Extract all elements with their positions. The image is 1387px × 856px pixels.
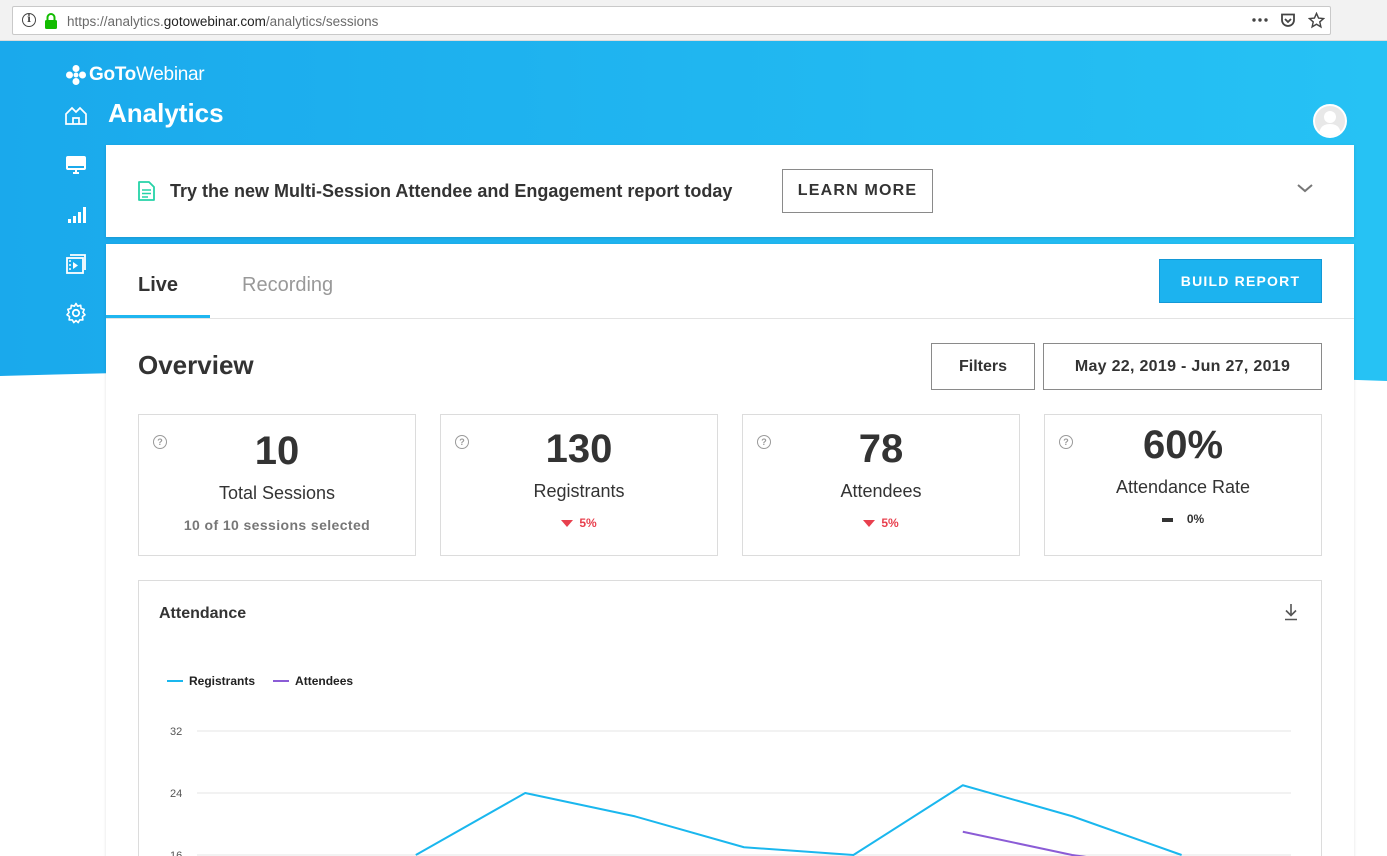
help-icon[interactable]: ? [455,435,469,449]
monitor-icon[interactable] [64,153,88,177]
logo-goto: GoTo [89,64,136,85]
address-bar[interactable]: i https://analytics.gotowebinar.com/anal… [12,6,1331,35]
stat-label: Attendance Rate [1115,477,1251,497]
stat-label: Registrants [533,481,625,501]
stat-label: Attendees [840,481,922,501]
user-avatar[interactable] [1313,104,1347,138]
gear-icon[interactable] [64,301,88,325]
promo-text: Try the new Multi-Session Attendee and E… [170,181,733,201]
tab-recording[interactable]: Recording [242,274,334,296]
stat-total-sessions: ? 10 Total Sessions 10 of 10 sessions se… [138,414,416,556]
chevron-down-icon[interactable] [1295,178,1315,198]
document-icon [138,181,155,201]
logo-flower-icon [66,65,86,85]
home-icon[interactable] [64,103,88,127]
build-report-button[interactable]: BUILD REPORT [1159,259,1322,303]
legend-swatch-registrants [167,680,183,682]
series-line-registrants[interactable] [415,784,1182,856]
gotowebinar-logo[interactable]: GoTo Webinar [65,64,205,86]
site-info-icon[interactable]: i [22,13,36,27]
attendance-line-chart: 32 24 16 [170,726,1291,856]
stat-sub: 10 of 10 sessions selected [183,517,371,533]
stat-change: 5% [743,516,1019,530]
legend-registrants[interactable]: Registrants [167,674,255,688]
pocket-icon[interactable] [1278,10,1298,30]
chart-legend: Registrants Attendees [167,674,353,688]
attendance-chart-card: Attendance Registrants Attendees 32 24 16 [138,580,1322,856]
trend-down-icon [863,520,876,528]
overview-title: Overview [138,350,254,380]
ellipsis-icon[interactable] [1250,10,1270,30]
y-tick-label: 32 [170,726,182,738]
y-tick-label: 24 [170,788,182,800]
stat-attendees: ? 78 Attendees 5% [742,414,1020,556]
stat-change: 5% [441,516,717,530]
y-tick-label: 16 [170,850,182,856]
help-icon[interactable]: ? [757,435,771,449]
tab-live[interactable]: Live [106,244,211,318]
legend-attendees[interactable]: Attendees [273,674,353,688]
trend-flat-icon [1161,517,1173,522]
browser-toolbar: i https://analytics.gotowebinar.com/anal… [0,0,1387,41]
stat-change: 0% [1045,512,1321,526]
url-text: https://analytics.gotowebinar.com/analyt… [67,14,379,29]
legend-swatch-attendees [273,680,290,682]
stat-value: 60% [1142,423,1224,467]
help-icon[interactable]: ? [153,435,167,449]
stat-value: 78 [858,427,904,471]
promo-banner: Try the new Multi-Session Attendee and E… [106,145,1354,237]
logo-webinar: Webinar [136,64,205,85]
recordings-icon[interactable] [64,252,88,276]
lock-icon [45,13,57,29]
filters-button[interactable]: Filters [931,343,1035,390]
stat-value: 130 [545,427,613,471]
learn-more-button[interactable]: LEARN MORE [782,169,933,213]
stat-attendance-rate: ? 60% Attendance Rate 0% [1044,414,1322,556]
series-line-attendees[interactable] [962,830,1182,856]
stat-registrants: ? 130 Registrants 5% [440,414,718,556]
star-icon[interactable] [1306,10,1326,30]
download-icon[interactable] [1283,603,1299,621]
trend-down-icon [561,520,574,528]
analytics-panel: Live Recording BUILD REPORT Overview Fil… [106,244,1354,856]
stat-label: Total Sessions [218,483,336,503]
tab-bar: Live Recording BUILD REPORT [106,244,1354,319]
stat-value: 10 [254,429,300,473]
user-icon [1319,111,1341,136]
help-icon[interactable]: ? [1059,435,1073,449]
page-title: Analytics [108,98,224,128]
date-range-picker[interactable]: May 22, 2019 - Jun 27, 2019 [1043,343,1322,390]
chart-title: Attendance [159,605,247,622]
signal-bars-icon[interactable] [64,203,88,227]
